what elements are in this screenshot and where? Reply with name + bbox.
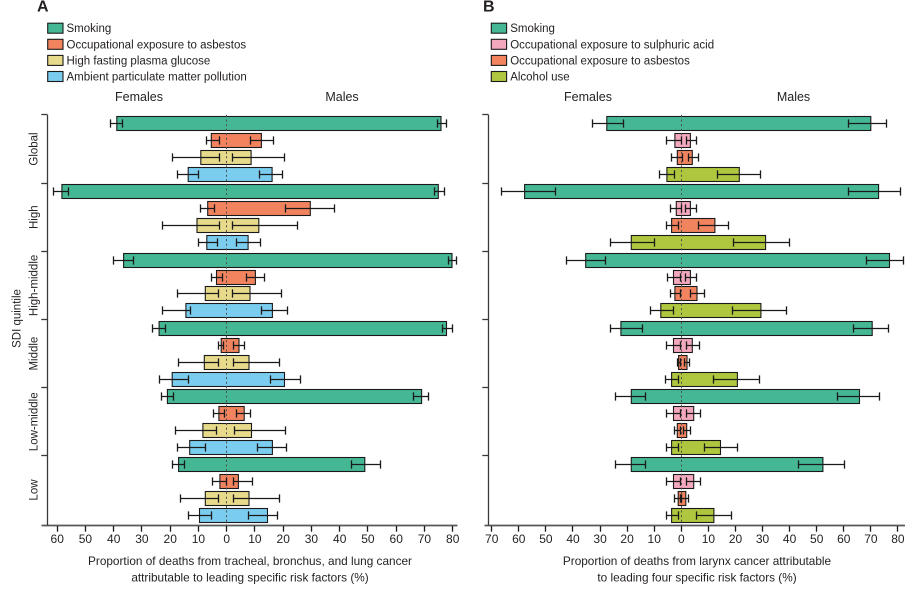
svg-text:SDI quintile: SDI quintile	[12, 289, 24, 348]
svg-text:50: 50	[539, 532, 553, 546]
svg-text:30: 30	[593, 532, 607, 546]
svg-text:Alcohol use: Alcohol use	[510, 72, 569, 84]
svg-text:Smoking: Smoking	[510, 23, 555, 35]
svg-text:Occupational exposure to asbes: Occupational exposure to asbestos	[67, 39, 247, 51]
svg-text:0: 0	[678, 532, 685, 546]
svg-text:40: 40	[566, 532, 580, 546]
svg-text:High-middle: High-middle	[29, 255, 41, 316]
svg-text:40: 40	[107, 532, 121, 546]
svg-text:50: 50	[361, 532, 375, 546]
svg-text:30: 30	[756, 532, 770, 546]
svg-text:20: 20	[164, 532, 178, 546]
svg-text:50: 50	[810, 532, 824, 546]
svg-text:30: 30	[305, 532, 319, 546]
svg-text:Females: Females	[115, 90, 163, 104]
svg-text:10: 10	[648, 532, 662, 546]
svg-text:Males: Males	[777, 90, 810, 104]
svg-text:80: 80	[446, 532, 460, 546]
svg-text:High: High	[29, 205, 41, 229]
svg-text:0: 0	[223, 532, 230, 546]
svg-text:60: 60	[51, 532, 65, 546]
svg-text:Proportion of deaths from lary: Proportion of deaths from larynx cancer …	[563, 554, 832, 568]
svg-text:80: 80	[891, 532, 905, 546]
svg-text:20: 20	[620, 532, 634, 546]
svg-text:60: 60	[837, 532, 851, 546]
svg-text:Occupational exposure to sulph: Occupational exposure to sulphuric acid	[510, 39, 714, 51]
svg-text:70: 70	[418, 532, 432, 546]
svg-text:10: 10	[192, 532, 206, 546]
svg-text:20: 20	[277, 532, 291, 546]
svg-text:Low: Low	[29, 479, 41, 501]
svg-text:A: A	[37, 0, 49, 16]
svg-text:10: 10	[248, 532, 262, 546]
svg-text:Low-middle: Low-middle	[29, 392, 41, 451]
svg-text:30: 30	[135, 532, 149, 546]
svg-text:10: 10	[702, 532, 716, 546]
svg-text:Males: Males	[325, 90, 358, 104]
svg-text:to leading four specific risk: to leading four specific risk factors (%…	[597, 571, 796, 585]
svg-text:Proportion of deaths from trac: Proportion of deaths from tracheal, bron…	[88, 554, 412, 568]
svg-text:60: 60	[390, 532, 404, 546]
svg-text:attributable to leading specif: attributable to leading specific risk fa…	[131, 571, 368, 585]
svg-text:Smoking: Smoking	[67, 23, 112, 35]
svg-text:70: 70	[485, 532, 499, 546]
svg-text:Middle: Middle	[29, 337, 41, 371]
svg-text:50: 50	[79, 532, 93, 546]
svg-text:40: 40	[333, 532, 347, 546]
svg-text:Occupational exposure to asbes: Occupational exposure to asbestos	[510, 55, 690, 67]
svg-text:60: 60	[512, 532, 526, 546]
svg-text:High fasting plasma glucose: High fasting plasma glucose	[67, 55, 211, 67]
svg-text:Ambient particulate matter pol: Ambient particulate matter pollution	[67, 72, 247, 84]
svg-text:Global: Global	[29, 132, 41, 165]
svg-text:70: 70	[864, 532, 878, 546]
svg-text:20: 20	[729, 532, 743, 546]
svg-text:B: B	[483, 0, 495, 16]
svg-text:40: 40	[783, 532, 797, 546]
svg-text:Females: Females	[564, 90, 612, 104]
